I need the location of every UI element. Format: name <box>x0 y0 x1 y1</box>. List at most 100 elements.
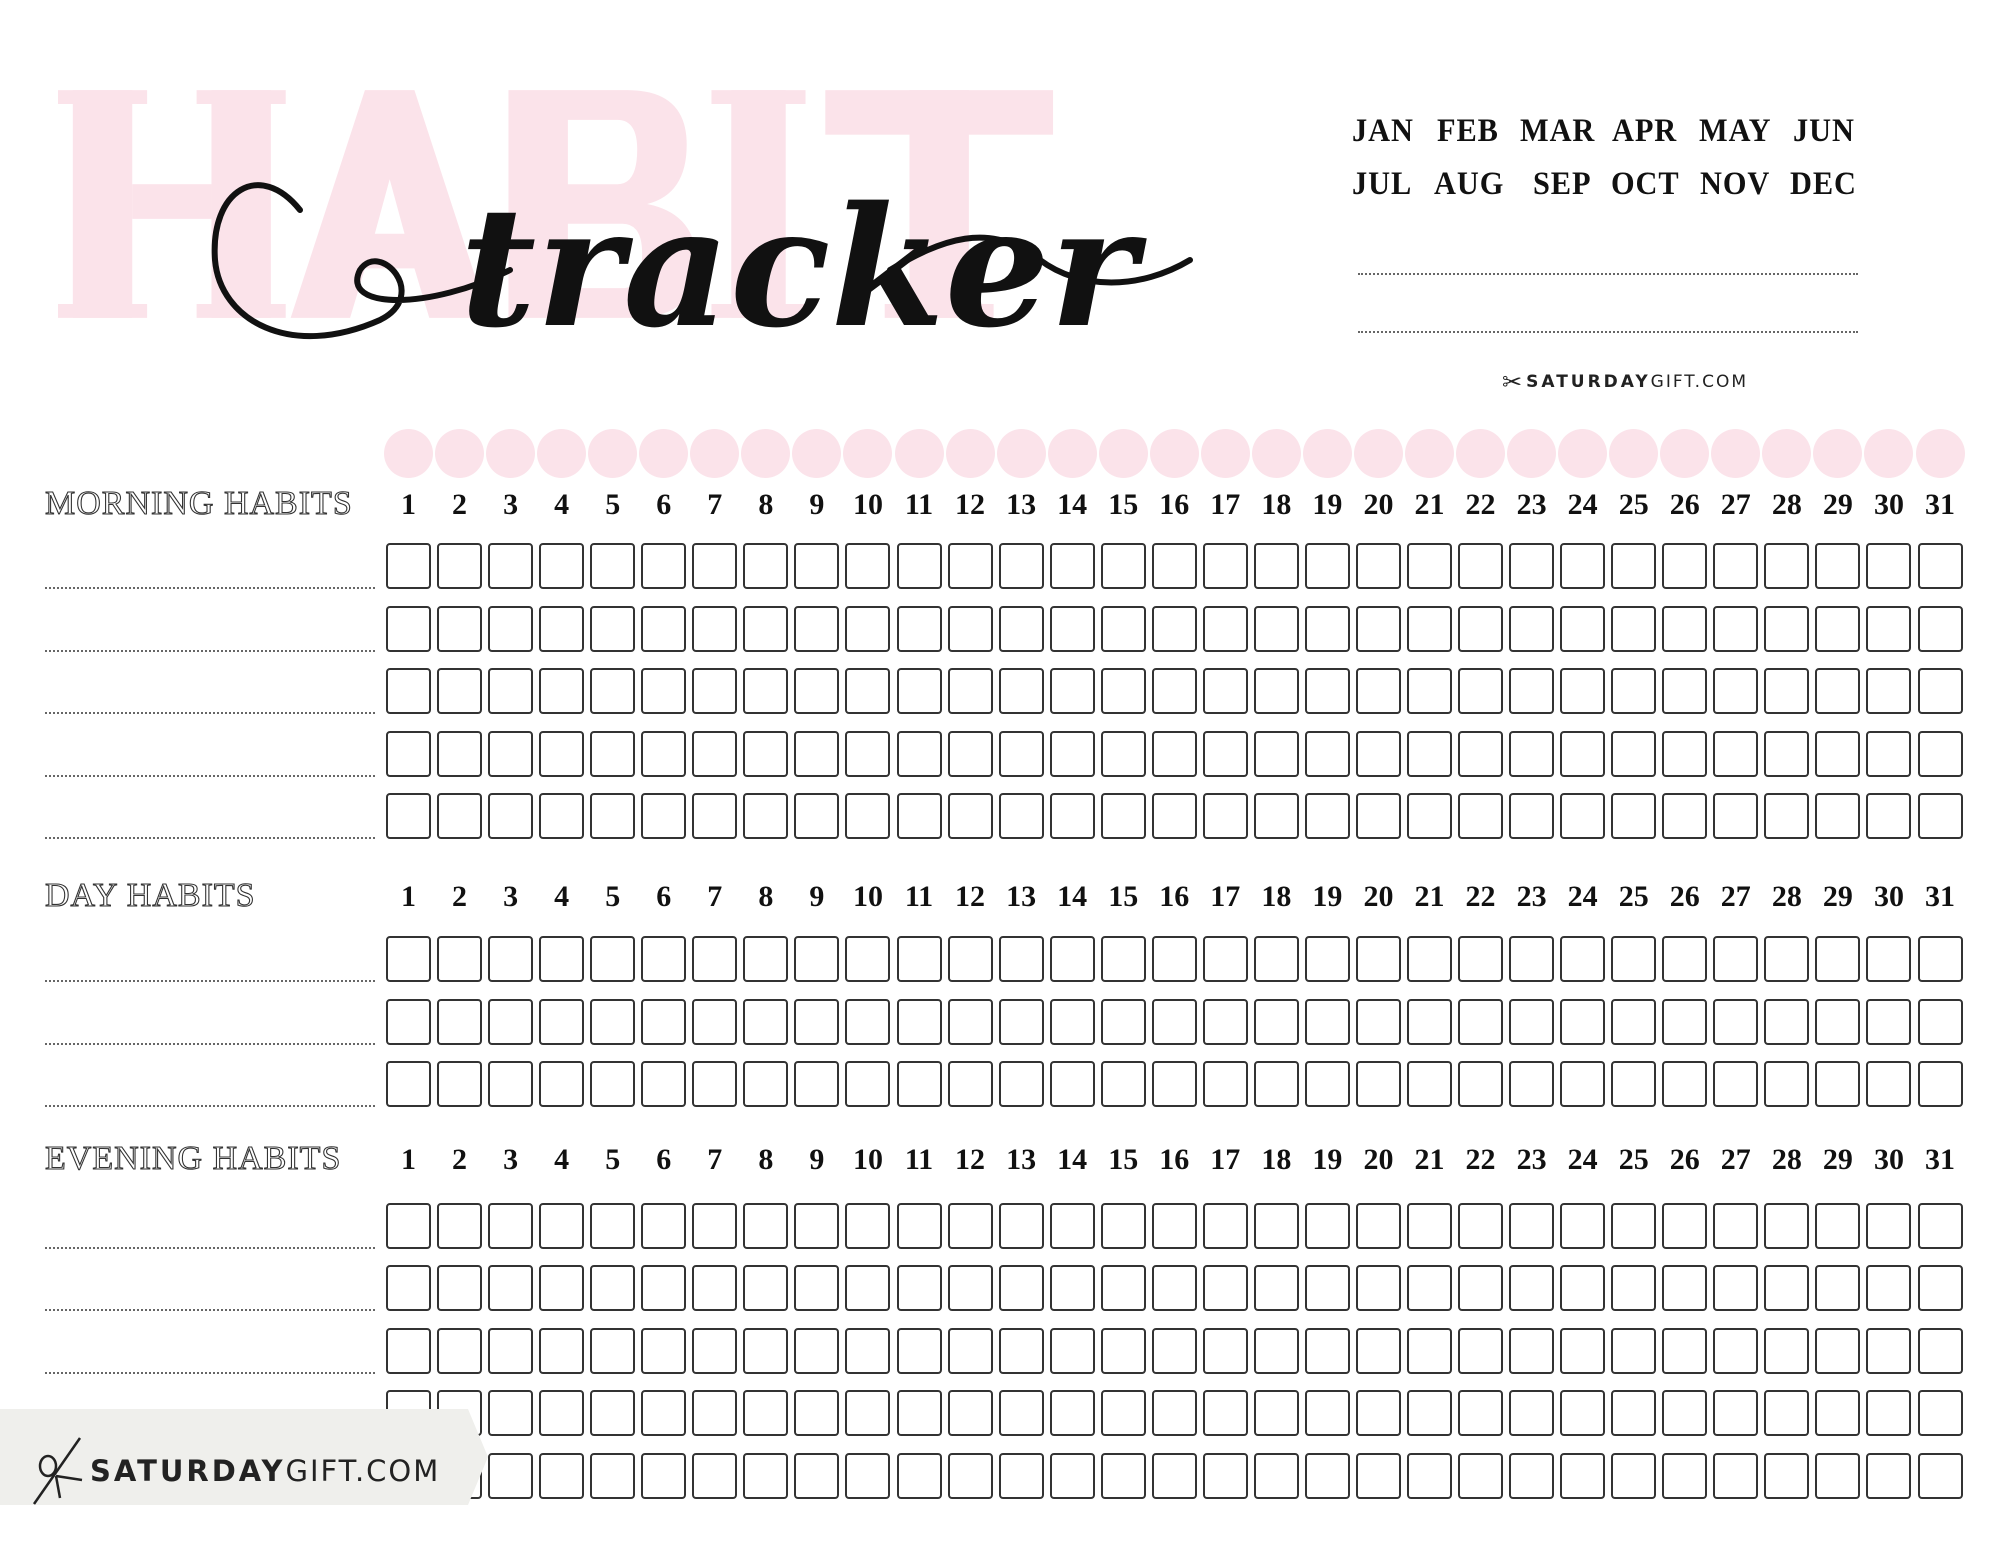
habit-checkbox[interactable] <box>488 668 534 714</box>
habit-checkbox[interactable] <box>1407 668 1452 714</box>
habit-checkbox[interactable] <box>1202 1453 1248 1499</box>
habit-checkbox[interactable] <box>1866 1390 1912 1436</box>
habit-checkbox[interactable] <box>845 999 891 1045</box>
habit-checkbox[interactable] <box>692 1453 738 1499</box>
habit-checkbox[interactable] <box>1151 936 1197 982</box>
habit-checkbox[interactable] <box>1151 1453 1197 1499</box>
habit-checkbox[interactable] <box>896 1061 942 1107</box>
habit-checkbox[interactable] <box>1866 936 1912 982</box>
habit-checkbox[interactable] <box>1407 1453 1452 1499</box>
month-sep[interactable]: SEP <box>1533 166 1592 202</box>
habit-checkbox[interactable] <box>1611 731 1657 777</box>
habit-checkbox[interactable] <box>1100 793 1146 839</box>
habit-checkbox[interactable] <box>845 1061 891 1107</box>
habit-checkbox[interactable] <box>437 731 483 777</box>
habit-checkbox[interactable] <box>947 543 993 589</box>
habit-checkbox[interactable] <box>1662 668 1708 714</box>
habit-checkbox[interactable] <box>1815 543 1861 589</box>
habit-checkbox[interactable] <box>1049 1061 1095 1107</box>
month-dec[interactable]: DEC <box>1790 166 1857 202</box>
habit-checkbox[interactable] <box>641 1265 687 1311</box>
habit-checkbox[interactable] <box>1509 1328 1555 1374</box>
habit-checkbox[interactable] <box>1815 999 1861 1045</box>
habit-checkbox[interactable] <box>947 1061 993 1107</box>
habit-checkbox[interactable] <box>1100 999 1146 1045</box>
habit-checkbox[interactable] <box>1049 1390 1095 1436</box>
habit-checkbox[interactable] <box>1917 999 1963 1045</box>
habit-checkbox[interactable] <box>1560 1265 1606 1311</box>
habit-checkbox[interactable] <box>1509 731 1555 777</box>
habit-checkbox[interactable] <box>539 1328 585 1374</box>
habit-checkbox[interactable] <box>1458 543 1504 589</box>
habit-name-line[interactable] <box>45 980 375 982</box>
habit-checkbox[interactable] <box>1713 1328 1759 1374</box>
habit-checkbox[interactable] <box>1151 606 1197 652</box>
habit-checkbox[interactable] <box>1049 793 1095 839</box>
habit-checkbox[interactable] <box>1407 1265 1452 1311</box>
habit-checkbox[interactable] <box>488 936 534 982</box>
habit-checkbox[interactable] <box>896 1265 942 1311</box>
habit-checkbox[interactable] <box>1509 1203 1555 1249</box>
month-jan[interactable]: JAN <box>1352 113 1414 149</box>
habit-checkbox[interactable] <box>1662 606 1708 652</box>
habit-name-line[interactable] <box>45 1105 375 1107</box>
habit-checkbox[interactable] <box>947 668 993 714</box>
habit-checkbox[interactable] <box>437 668 483 714</box>
habit-checkbox[interactable] <box>1713 999 1759 1045</box>
habit-checkbox[interactable] <box>437 1265 483 1311</box>
habit-checkbox[interactable] <box>1560 1328 1606 1374</box>
habit-checkbox[interactable] <box>1764 1061 1810 1107</box>
habit-checkbox[interactable] <box>1355 668 1401 714</box>
habit-checkbox[interactable] <box>1815 731 1861 777</box>
habit-checkbox[interactable] <box>1764 668 1810 714</box>
habit-checkbox[interactable] <box>1151 1390 1197 1436</box>
habit-checkbox[interactable] <box>1611 1328 1657 1374</box>
habit-checkbox[interactable] <box>1560 999 1606 1045</box>
habit-checkbox[interactable] <box>998 1328 1044 1374</box>
habit-checkbox[interactable] <box>794 999 840 1045</box>
habit-checkbox[interactable] <box>1509 1265 1555 1311</box>
habit-checkbox[interactable] <box>1049 936 1095 982</box>
habit-checkbox[interactable] <box>641 1390 687 1436</box>
habit-checkbox[interactable] <box>488 1203 534 1249</box>
habit-checkbox[interactable] <box>488 731 534 777</box>
habit-checkbox[interactable] <box>1202 668 1248 714</box>
habit-checkbox[interactable] <box>1049 668 1095 714</box>
habit-checkbox[interactable] <box>1202 1328 1248 1374</box>
habit-checkbox[interactable] <box>1151 1265 1197 1311</box>
habit-checkbox[interactable] <box>1304 1265 1350 1311</box>
habit-checkbox[interactable] <box>1713 936 1759 982</box>
habit-checkbox[interactable] <box>488 999 534 1045</box>
habit-checkbox[interactable] <box>845 1390 891 1436</box>
habit-checkbox[interactable] <box>1713 1061 1759 1107</box>
habit-checkbox[interactable] <box>692 1203 738 1249</box>
habit-checkbox[interactable] <box>1407 731 1452 777</box>
habit-checkbox[interactable] <box>1304 1453 1350 1499</box>
habit-checkbox[interactable] <box>641 1061 687 1107</box>
habit-checkbox[interactable] <box>845 668 891 714</box>
habit-checkbox[interactable] <box>1611 999 1657 1045</box>
habit-checkbox[interactable] <box>386 731 431 777</box>
habit-checkbox[interactable] <box>1151 999 1197 1045</box>
habit-checkbox[interactable] <box>1917 936 1963 982</box>
habit-checkbox[interactable] <box>539 999 585 1045</box>
habit-checkbox[interactable] <box>1202 543 1248 589</box>
habit-checkbox[interactable] <box>437 999 483 1045</box>
habit-checkbox[interactable] <box>488 793 534 839</box>
habit-checkbox[interactable] <box>1917 1328 1963 1374</box>
habit-checkbox[interactable] <box>1611 1061 1657 1107</box>
habit-checkbox[interactable] <box>1407 1328 1452 1374</box>
habit-checkbox[interactable] <box>1202 1061 1248 1107</box>
habit-checkbox[interactable] <box>1560 543 1606 589</box>
habit-checkbox[interactable] <box>1713 1390 1759 1436</box>
habit-checkbox[interactable] <box>692 731 738 777</box>
habit-checkbox[interactable] <box>1764 936 1810 982</box>
habit-checkbox[interactable] <box>539 1061 585 1107</box>
habit-checkbox[interactable] <box>947 1203 993 1249</box>
habit-checkbox[interactable] <box>1560 1390 1606 1436</box>
habit-checkbox[interactable] <box>437 543 483 589</box>
habit-checkbox[interactable] <box>896 1390 942 1436</box>
habit-checkbox[interactable] <box>896 1203 942 1249</box>
habit-checkbox[interactable] <box>1662 936 1708 982</box>
habit-checkbox[interactable] <box>1304 668 1350 714</box>
